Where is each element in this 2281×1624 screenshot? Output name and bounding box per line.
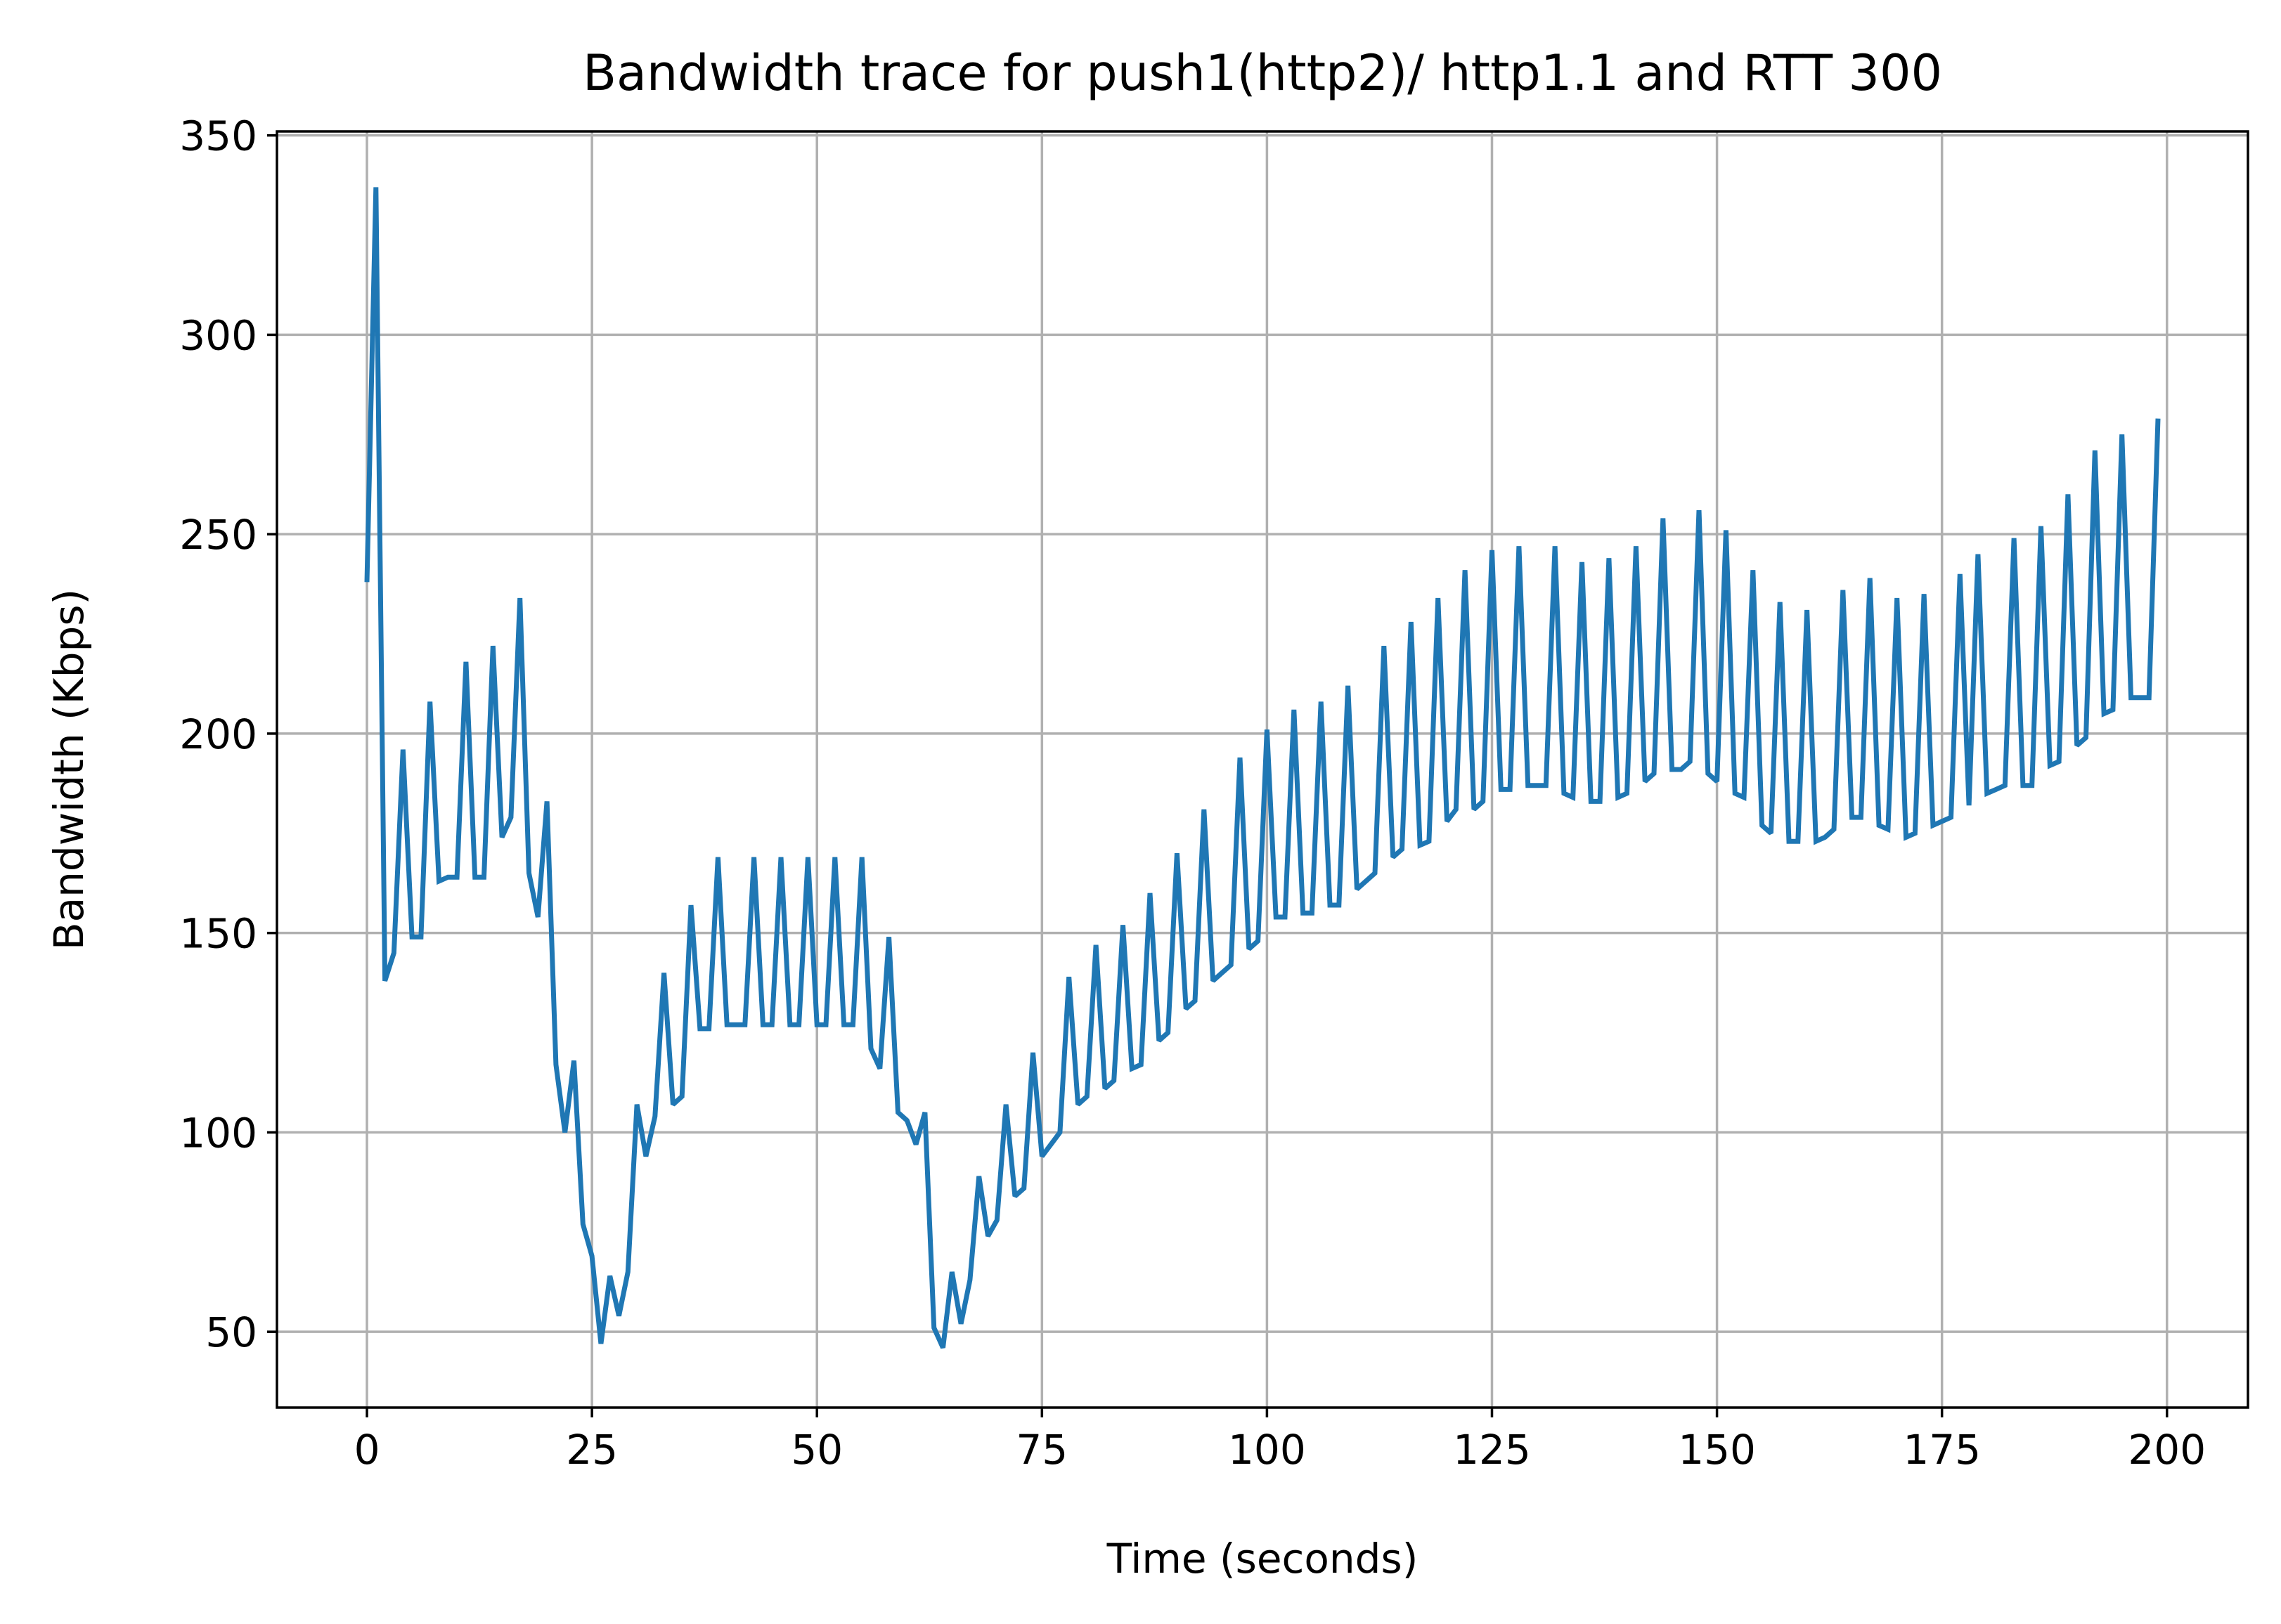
y-tick-label: 50 xyxy=(205,1308,257,1356)
y-tick-label: 150 xyxy=(179,910,257,958)
x-tick-label: 75 xyxy=(1016,1426,1068,1474)
x-tick-label: 25 xyxy=(566,1426,618,1474)
x-tick-label: 0 xyxy=(354,1426,380,1474)
x-tick-label: 125 xyxy=(1453,1426,1531,1474)
plot-frame xyxy=(276,130,2249,1409)
bandwidth-series-line xyxy=(364,187,2161,1349)
x-tick-label: 100 xyxy=(1228,1426,1306,1474)
x-axis-label: Time (seconds) xyxy=(1106,1535,1419,1583)
x-tick-label: 200 xyxy=(2128,1426,2206,1474)
y-tick-label: 350 xyxy=(179,112,257,160)
y-tick-label: 100 xyxy=(179,1109,257,1157)
axis-ticks: 0 25 50 75 100 125 150 175 200 50 100 150 200 250 300 3… xyxy=(179,112,2206,1474)
x-tick-label: 50 xyxy=(791,1426,843,1474)
x-tick-label: 175 xyxy=(1903,1426,1981,1474)
chart-title: Bandwidth trace for push1(http2)/ http1.… xyxy=(583,44,1942,102)
y-axis-label: Bandwidth (Kbps) xyxy=(45,589,93,950)
x-tick-label: 150 xyxy=(1678,1426,1756,1474)
series-group xyxy=(364,187,2161,1349)
y-tick-label: 250 xyxy=(179,511,257,559)
y-tick-label: 300 xyxy=(179,311,257,359)
y-tick-label: 200 xyxy=(179,710,257,758)
